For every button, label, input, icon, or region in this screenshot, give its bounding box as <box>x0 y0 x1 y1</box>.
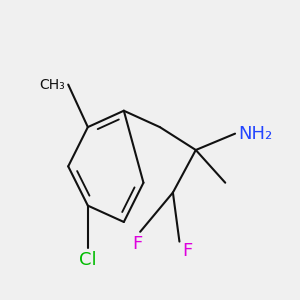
Text: CH₃: CH₃ <box>39 78 65 92</box>
Text: F: F <box>183 242 193 260</box>
Text: Cl: Cl <box>79 251 97 269</box>
Text: F: F <box>132 235 142 253</box>
Text: NH₂: NH₂ <box>238 124 273 142</box>
